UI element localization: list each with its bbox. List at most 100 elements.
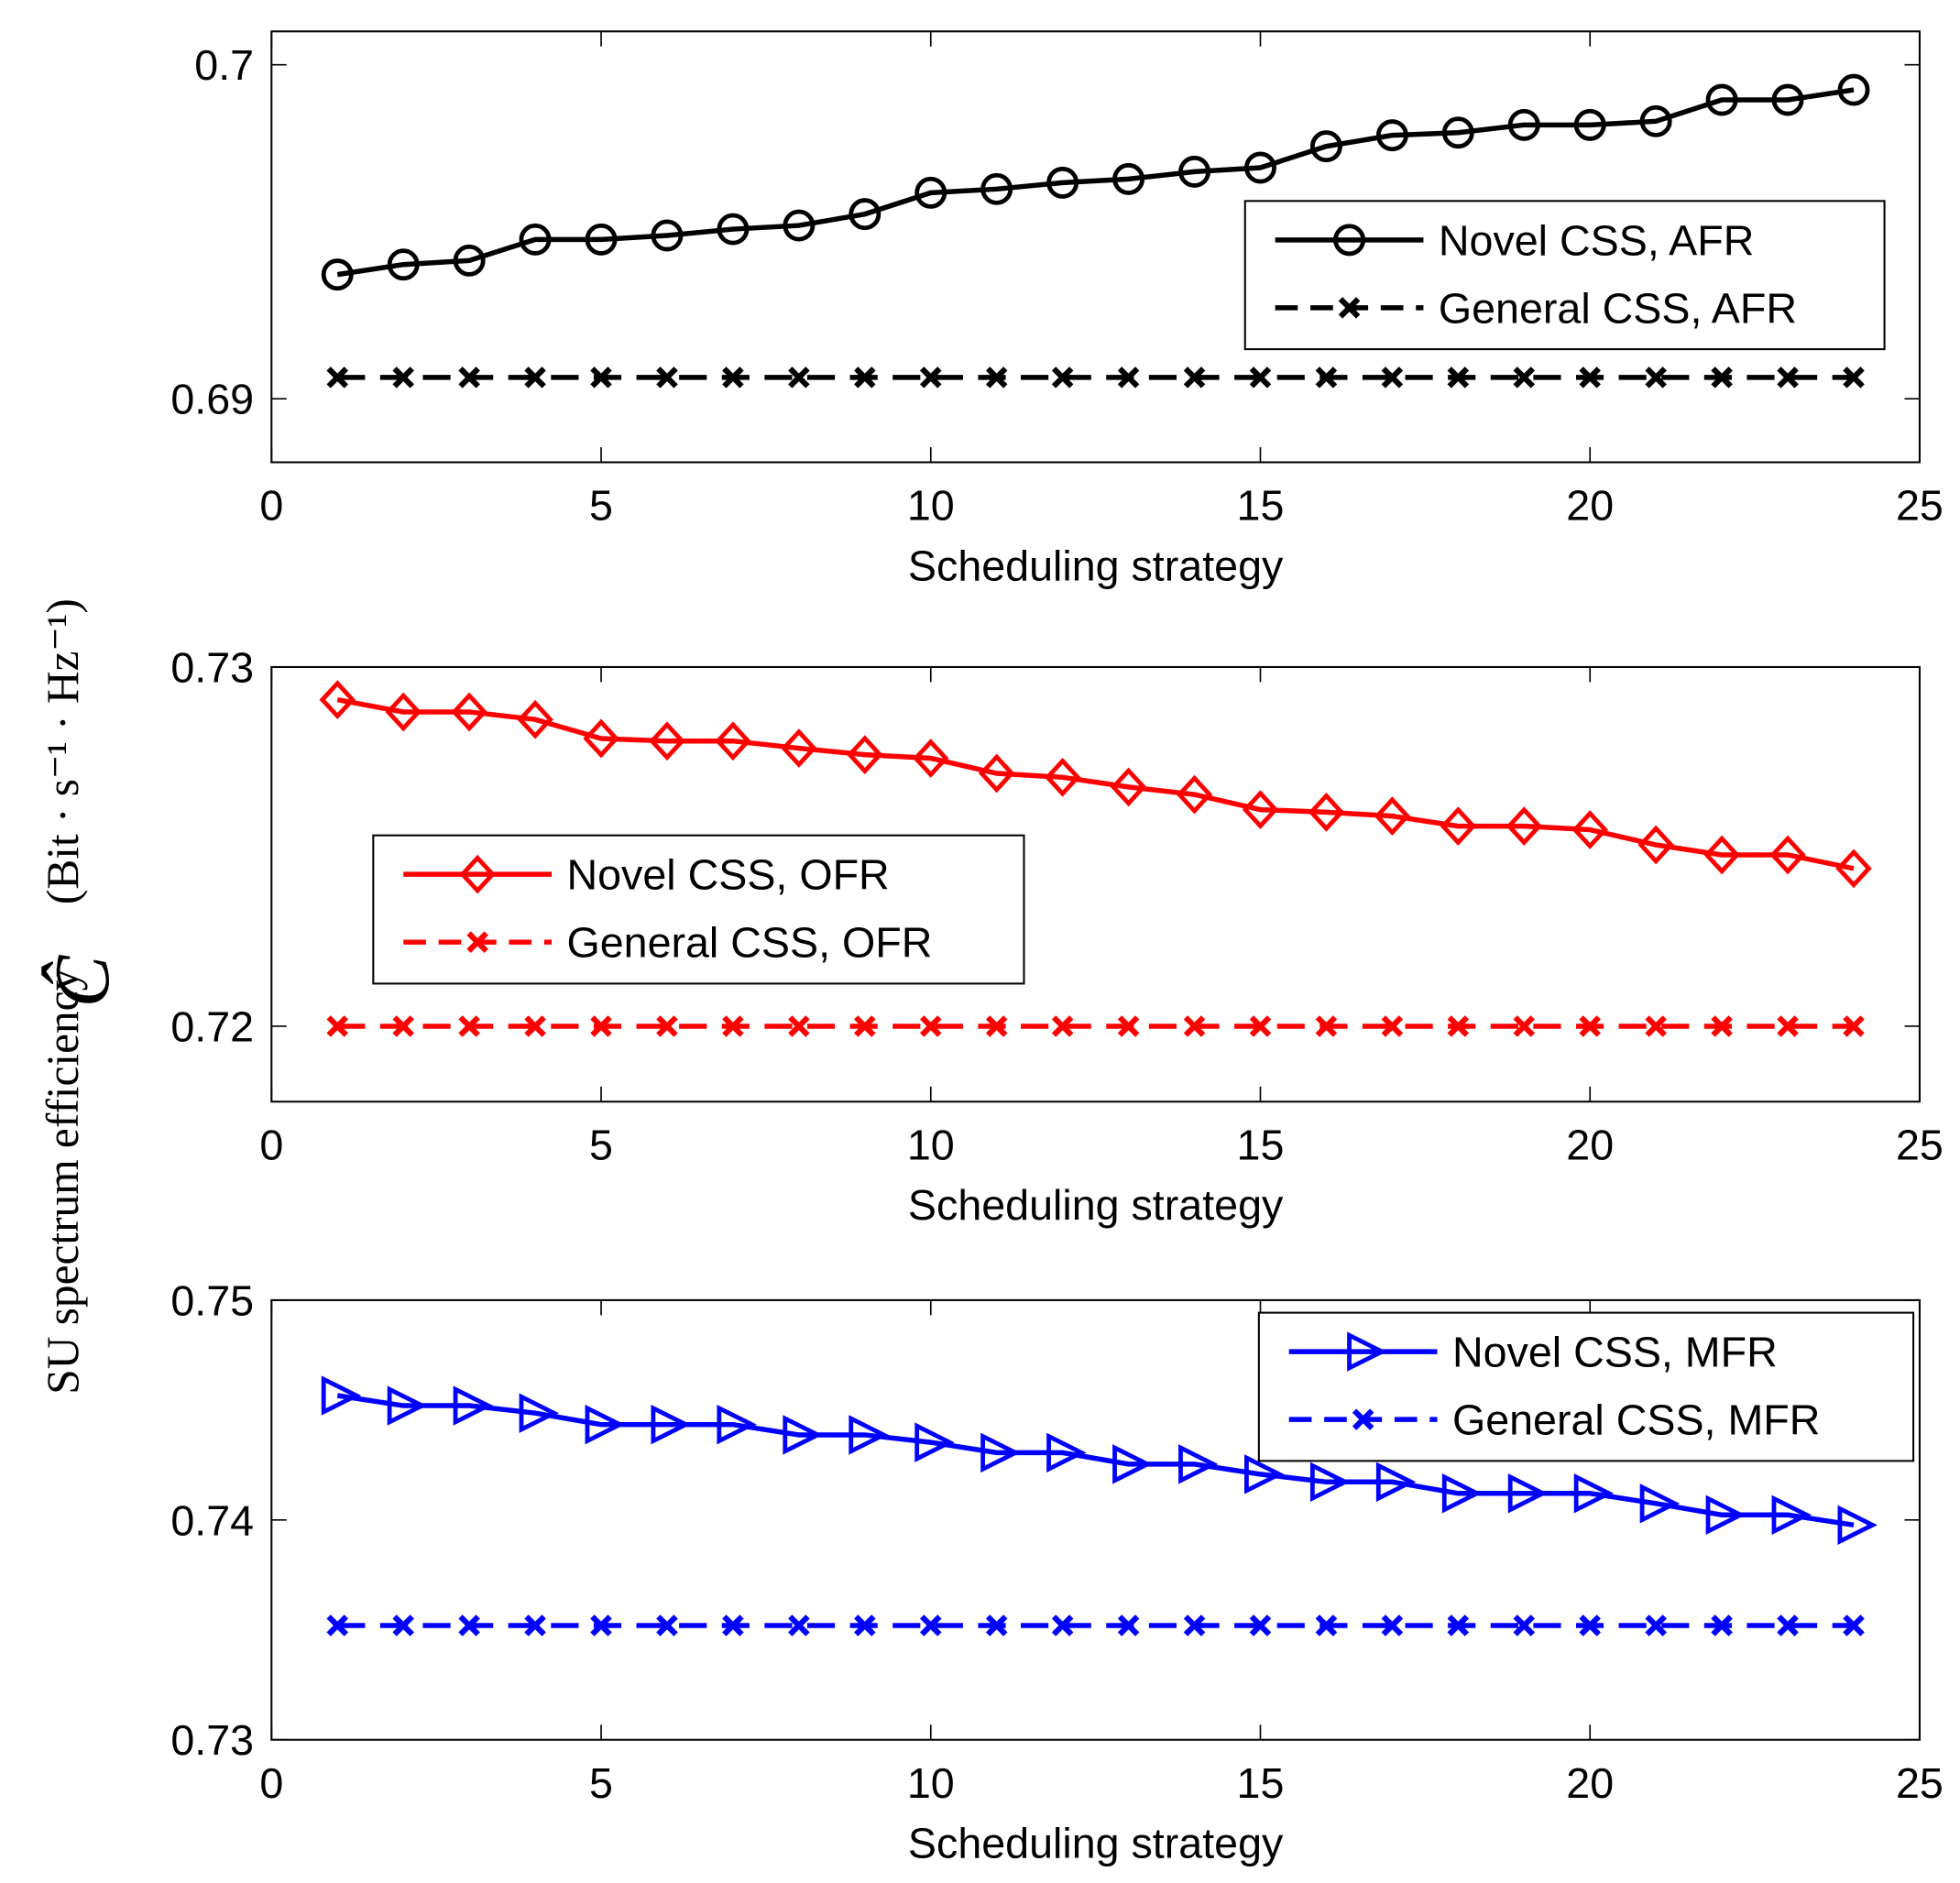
data-point xyxy=(788,367,810,389)
series-novel-css-ofr xyxy=(319,680,1872,889)
data-point xyxy=(1051,1615,1074,1637)
legend-label: Novel CSS, AFR xyxy=(1439,216,1755,264)
data-point xyxy=(1441,1473,1483,1514)
legend-label: Novel CSS, OFR xyxy=(566,851,889,899)
data-point xyxy=(980,172,1013,205)
data-point xyxy=(387,1385,428,1426)
data-point xyxy=(1513,367,1536,389)
x-tick-label: 10 xyxy=(907,1759,955,1807)
data-point xyxy=(1044,757,1081,797)
data-point xyxy=(1579,1615,1601,1637)
data-point xyxy=(590,1615,612,1637)
data-point xyxy=(1447,367,1470,389)
data-point xyxy=(1771,1494,1812,1535)
data-point xyxy=(1835,848,1872,889)
data-point xyxy=(1117,1615,1140,1637)
data-point xyxy=(1507,1473,1549,1514)
data-point xyxy=(1242,790,1279,829)
data-point xyxy=(717,1404,757,1445)
data-point xyxy=(1381,1615,1404,1637)
legend: Novel CSS, MFR General CSS, MFR xyxy=(1257,1311,1915,1462)
data-point xyxy=(1375,1462,1417,1503)
data-point xyxy=(849,1415,889,1455)
y-axis-label-text: SU spectrum efficiency xyxy=(38,968,88,1394)
data-point xyxy=(854,1615,876,1637)
data-point xyxy=(722,367,744,389)
data-point xyxy=(1447,1015,1470,1037)
data-point xyxy=(1837,1505,1878,1546)
data-point xyxy=(1645,367,1667,389)
data-point xyxy=(1513,1015,1536,1037)
data-point xyxy=(590,1015,612,1037)
data-point xyxy=(980,1432,1021,1473)
data-point xyxy=(1837,73,1870,106)
y-tick-label: 0.7 xyxy=(194,41,254,89)
x-tick-label: 0 xyxy=(259,482,283,530)
legend-marker xyxy=(1347,1331,1387,1372)
data-point xyxy=(519,1393,560,1433)
legend-label: Novel CSS, MFR xyxy=(1452,1329,1778,1376)
x-tick-label: 25 xyxy=(1896,482,1944,530)
subplot-2: 0 5 10 15 20 25 0.72 0.73 Scheduling strategy Nov… xyxy=(170,643,1943,1229)
y-tick-label: 0.74 xyxy=(170,1496,254,1544)
data-point xyxy=(1112,162,1145,195)
data-point xyxy=(453,1385,494,1426)
series-general-css-afr xyxy=(326,367,1865,389)
data-point xyxy=(1771,83,1804,116)
data-point xyxy=(1645,1615,1667,1637)
data-point xyxy=(1711,367,1733,389)
legend-marker xyxy=(1338,297,1361,319)
legend-marker xyxy=(466,931,488,953)
data-point xyxy=(585,1404,625,1445)
x-tick-label: 25 xyxy=(1896,1759,1944,1807)
subplot-1: 0 5 10 15 20 25 0.69 0.7 Scheduling strategy Nove… xyxy=(170,30,1944,589)
legend-label: General CSS, MFR xyxy=(1452,1396,1820,1444)
x-tick-label: 15 xyxy=(1237,1121,1285,1168)
data-point xyxy=(722,1015,744,1037)
data-point xyxy=(985,1615,1008,1637)
data-point xyxy=(656,1015,678,1037)
data-point xyxy=(914,176,947,209)
data-point xyxy=(1249,1015,1272,1037)
x-tick-label: 10 xyxy=(907,1121,955,1168)
data-point xyxy=(1315,367,1338,389)
data-point xyxy=(1117,367,1140,389)
data-point xyxy=(1183,1015,1206,1037)
data-point xyxy=(326,1015,349,1037)
data-point xyxy=(1309,130,1342,163)
data-point xyxy=(783,209,816,242)
data-point xyxy=(1637,825,1674,865)
x-tick-label: 20 xyxy=(1566,1759,1614,1807)
legend-marker xyxy=(1352,1408,1374,1430)
data-point xyxy=(717,213,750,246)
legend: Novel CSS, OFR General CSS, OFR xyxy=(372,834,1025,985)
x-tick-label: 20 xyxy=(1566,482,1614,530)
data-point xyxy=(1573,108,1606,141)
data-point xyxy=(1183,1615,1206,1637)
data-point xyxy=(519,223,552,256)
x-tick-label: 5 xyxy=(589,482,613,530)
data-point xyxy=(781,728,817,768)
data-point xyxy=(1571,810,1608,849)
data-point xyxy=(453,244,486,277)
data-point xyxy=(1309,1462,1351,1503)
data-point xyxy=(788,1015,810,1037)
data-point xyxy=(1777,367,1799,389)
data-point xyxy=(1381,1015,1404,1037)
x-tick-label: 25 xyxy=(1896,1121,1944,1168)
y-tick-label: 0.73 xyxy=(170,643,254,691)
data-point xyxy=(387,248,420,281)
data-point xyxy=(919,367,942,389)
data-point xyxy=(849,198,881,231)
data-point xyxy=(1711,1015,1733,1037)
data-point xyxy=(919,1015,942,1037)
data-point xyxy=(1507,108,1540,141)
data-point xyxy=(392,367,414,389)
series-novel-css-mfr xyxy=(321,1375,1878,1546)
data-point xyxy=(1249,367,1272,389)
x-axis-label: Scheduling strategy xyxy=(908,542,1284,589)
data-point xyxy=(783,1415,823,1455)
legend-label: General CSS, OFR xyxy=(566,919,932,967)
